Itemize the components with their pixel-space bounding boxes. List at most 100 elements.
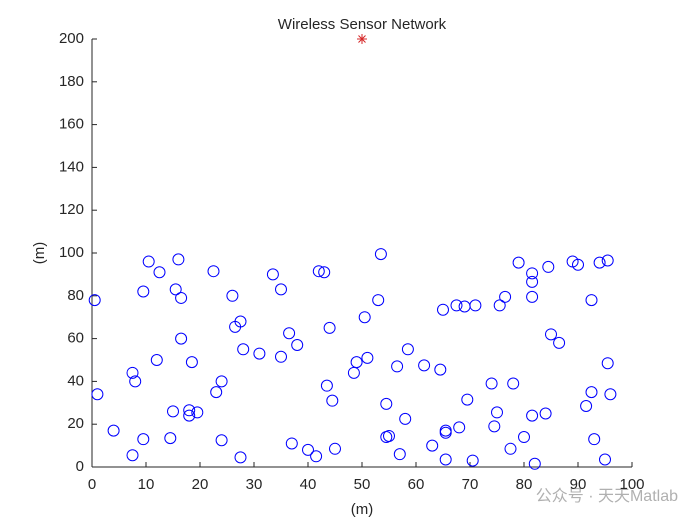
node-marker <box>466 454 479 467</box>
node-marker <box>469 299 482 312</box>
node-marker <box>302 443 314 456</box>
node-marker <box>391 360 404 373</box>
node-marker <box>137 285 150 298</box>
node-marker <box>439 426 452 439</box>
node-marker <box>215 434 228 447</box>
watermark: 公众号 · 天天Matlab <box>536 487 678 505</box>
node-marker <box>237 343 250 356</box>
node-marker <box>599 453 611 466</box>
node-marker <box>329 442 341 455</box>
x-tick-label: 90 <box>570 476 587 493</box>
node-marker <box>183 409 196 422</box>
node-marker <box>372 294 385 307</box>
x-axis-label: (m) <box>351 501 374 518</box>
node-marker <box>461 393 474 406</box>
node-marker <box>318 266 331 279</box>
x-tick-label: 70 <box>462 476 479 493</box>
node-marker <box>358 311 371 324</box>
node-marker <box>374 248 387 261</box>
node-marker <box>172 253 185 266</box>
node-marker <box>361 351 374 364</box>
x-tick-label: 100 <box>619 476 644 493</box>
node-marker <box>439 453 452 466</box>
node-marker <box>175 291 188 304</box>
node-marker <box>226 289 239 302</box>
y-tick-label: 100 <box>59 244 84 261</box>
node-marker <box>450 299 463 312</box>
node-marker <box>601 357 614 370</box>
y-tick-label: 80 <box>67 287 84 304</box>
node-marker <box>526 409 539 422</box>
node-marker <box>169 283 182 296</box>
node-marker <box>234 451 247 464</box>
node-marker <box>526 275 539 288</box>
node-marker <box>291 339 304 352</box>
node-marker <box>585 294 598 307</box>
node-marker <box>164 432 177 445</box>
node-marker <box>137 433 150 446</box>
x-tick-label: 0 <box>88 476 96 493</box>
node-marker <box>518 431 530 444</box>
node-marker <box>347 366 360 379</box>
node-marker <box>499 290 512 303</box>
node-marker <box>91 388 104 401</box>
node-marker <box>350 356 363 369</box>
node-marker <box>528 457 541 470</box>
node-marker <box>604 388 617 401</box>
node-marker <box>401 343 414 356</box>
node-marker <box>426 439 439 452</box>
x-tick-label: 10 <box>138 476 155 493</box>
node-marker <box>418 359 431 372</box>
node-marker <box>380 397 393 410</box>
x-tick-label: 40 <box>300 476 317 493</box>
node-marker <box>215 375 228 388</box>
node-marker <box>539 407 552 420</box>
node-marker <box>526 267 539 280</box>
node-marker <box>207 265 220 278</box>
y-tick-label: 0 <box>76 458 84 475</box>
node-marker <box>437 303 449 316</box>
node-marker <box>183 404 196 417</box>
x-tick-label: 60 <box>408 476 425 493</box>
node-marker <box>493 299 506 312</box>
node-marker <box>585 386 598 399</box>
node-marker <box>393 448 406 461</box>
node-marker <box>310 450 323 463</box>
node-marker <box>107 424 120 437</box>
chart-title: Wireless Sensor Network <box>278 16 447 33</box>
node-marker <box>588 433 601 446</box>
node-marker <box>153 266 166 279</box>
x-tick-label: 20 <box>192 476 209 493</box>
node-marker <box>191 406 204 419</box>
node-marker <box>285 437 298 450</box>
node-marker <box>175 332 188 345</box>
sink-marker <box>357 34 367 44</box>
node-marker <box>126 449 139 462</box>
node-marker <box>383 429 395 442</box>
node-marker <box>601 254 614 267</box>
node-marker <box>507 377 520 390</box>
node-marker <box>526 290 539 303</box>
node-marker <box>150 354 163 366</box>
node-marker <box>545 328 557 341</box>
node-marker <box>542 260 555 273</box>
node-marker <box>458 300 471 313</box>
node-marker <box>129 375 142 388</box>
node-marker <box>593 256 606 269</box>
node-marker <box>234 315 247 328</box>
node-marker <box>485 377 498 390</box>
node-marker <box>434 363 447 376</box>
y-tick-label: 120 <box>59 201 84 218</box>
node-marker <box>399 412 412 425</box>
node-marker <box>185 356 198 369</box>
node-marker <box>266 268 279 281</box>
y-tick-label: 140 <box>59 158 84 175</box>
node-marker <box>167 405 179 418</box>
node-marker <box>275 350 287 363</box>
node-marker <box>326 394 339 407</box>
node-marker <box>320 379 333 392</box>
node-marker <box>488 420 501 433</box>
node-marker <box>210 386 223 399</box>
y-axis-label: (m) <box>31 242 48 265</box>
